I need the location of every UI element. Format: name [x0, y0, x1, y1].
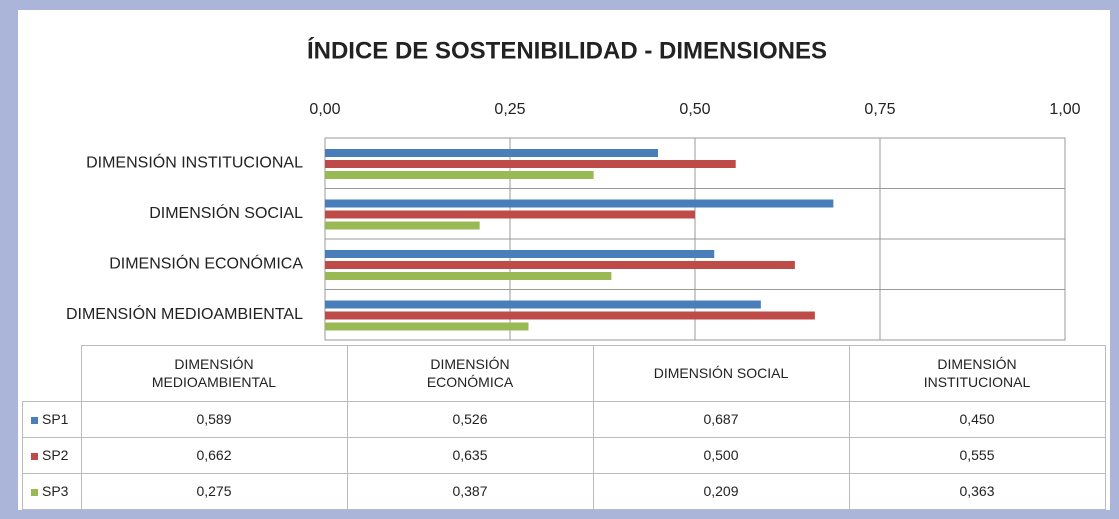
table-cell: 0,450 [848, 400, 1106, 438]
y-tick-label: DIMENSIÓN ECONÓMICA [109, 253, 303, 272]
table-cell: 0,387 [346, 472, 594, 510]
table-header-text: DIMENSIÓN ECONÓMICA [426, 356, 514, 391]
bar [325, 199, 834, 208]
bar [325, 250, 715, 258]
x-tick-label: 1,00 [1049, 101, 1080, 118]
table-cell: 0,589 [80, 400, 348, 438]
table-row: SP3 0,275 0,387 0,209 0,363 [22, 472, 1106, 510]
bar [325, 210, 695, 219]
legend-swatch [31, 453, 38, 460]
legend-cell: SP3 [22, 472, 82, 510]
legend-label: SP3 [42, 483, 69, 499]
bar [325, 311, 815, 320]
y-tick-label: DIMENSIÓN INSTITUCIONAL [86, 152, 303, 171]
table-cell: 0,363 [848, 472, 1106, 510]
x-tick-label: 0,00 [309, 101, 340, 118]
legend-cell: SP1 [22, 400, 82, 438]
table-row: SP1 0,589 0,526 0,687 0,450 [22, 400, 1106, 438]
table-cell: 0,209 [592, 472, 850, 510]
bar [325, 272, 612, 280]
legend-label: SP1 [42, 411, 69, 427]
legend-cell: SP2 [22, 436, 82, 474]
table-header: DIMENSIÓN MEDIOAMBIENTAL [80, 345, 348, 402]
y-tick-label: DIMENSIÓN SOCIAL [149, 203, 303, 222]
table-cell: 0,500 [592, 436, 850, 474]
table-cell: 0,635 [346, 436, 594, 474]
legend-swatch [31, 489, 38, 496]
table-header: DIMENSIÓN INSTITUCIONAL [848, 345, 1106, 402]
table-cell: 0,662 [80, 436, 348, 474]
chart-title: ÍNDICE DE SOSTENIBILIDAD - DIMENSIONES [307, 36, 827, 64]
table-cell: 0,687 [592, 400, 850, 438]
table-header-text: DIMENSIÓN INSTITUCIONAL [923, 356, 1031, 391]
legend-swatch [31, 417, 38, 424]
bar [325, 221, 480, 230]
table-cell: 0,555 [848, 436, 1106, 474]
legend-label: SP2 [42, 447, 69, 463]
table-row: SP2 0,662 0,635 0,500 0,555 [22, 436, 1106, 474]
x-tick-label: 0,50 [679, 101, 710, 118]
bar [325, 160, 736, 168]
bar [325, 149, 658, 157]
bar [325, 261, 795, 269]
table-header: DIMENSIÓN SOCIAL [592, 345, 850, 402]
bar [325, 171, 594, 179]
x-tick-label: 0,25 [494, 101, 525, 118]
table-header-text: DIMENSIÓN MEDIOAMBIENTAL [151, 356, 277, 391]
table-cell: 0,275 [80, 472, 348, 510]
x-tick-label: 0,75 [864, 101, 895, 118]
table-header: DIMENSIÓN ECONÓMICA [346, 345, 594, 402]
table-header-text: DIMENSIÓN SOCIAL [653, 365, 789, 382]
y-tick-label: DIMENSIÓN MEDIOAMBIENTAL [66, 304, 303, 323]
bar [325, 322, 529, 331]
table-corner [22, 345, 82, 402]
table-cell: 0,526 [346, 400, 594, 438]
data-table: DIMENSIÓN MEDIOAMBIENTAL DIMENSIÓN ECONÓM… [22, 345, 1106, 510]
bar [325, 300, 761, 309]
table-header-row: DIMENSIÓN MEDIOAMBIENTAL DIMENSIÓN ECONÓM… [22, 345, 1106, 402]
